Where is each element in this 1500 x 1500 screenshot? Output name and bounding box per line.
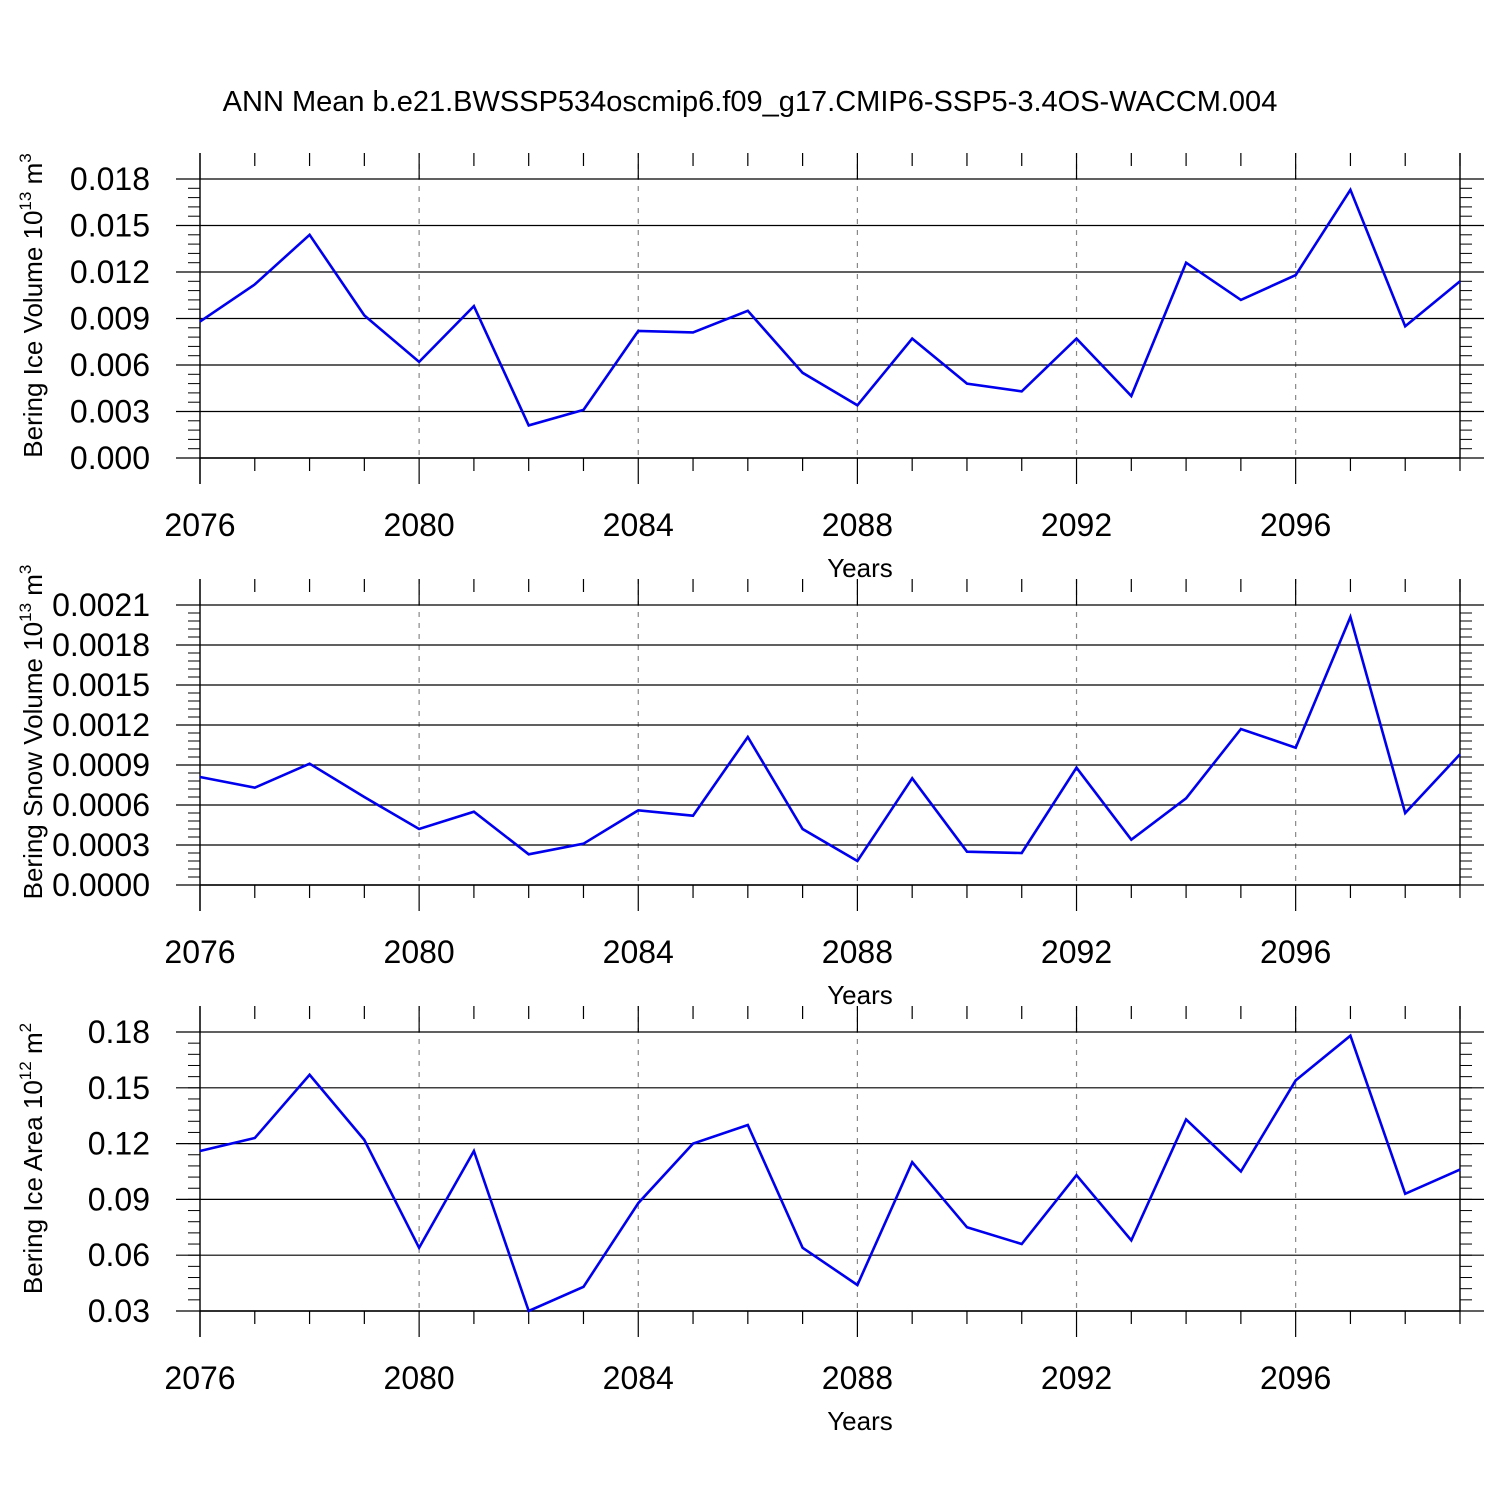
x-tick-label: 2076 — [164, 934, 235, 970]
x-tick-label: 2080 — [384, 934, 455, 970]
y-axis-title: Bering Ice Volume 1013 m3 — [16, 153, 48, 457]
y-axis-title-unit-exponent: 3 — [16, 153, 35, 162]
chart-panel-1: 0.000 0.003 0.006 0.009 0.012 0.015 0.018 2076 2… — [16, 153, 1484, 583]
x-tick-label: 2084 — [603, 507, 674, 543]
x-tick-label: 2092 — [1041, 507, 1112, 543]
y-tick-label: 0.003 — [70, 394, 150, 430]
y-tick-label: 0.0009 — [52, 747, 150, 783]
y-tick-label: 0.06 — [88, 1237, 150, 1273]
y-axis-title-unit: m — [18, 163, 48, 192]
y-axis-title-unit-exponent: 2 — [16, 1023, 35, 1032]
y-tick-label: 0.0003 — [52, 827, 150, 863]
series-line — [199, 186, 1461, 427]
x-tick-label: 2088 — [822, 1360, 893, 1396]
chart-panel-3: 0.03 0.06 0.09 0.12 0.15 0.18 2076 2080 2084 2088… — [16, 1006, 1484, 1436]
y-axis-title-exponent: 13 — [16, 603, 35, 622]
y-tick-label: 0.0021 — [52, 587, 150, 623]
x-tick-label: 2076 — [164, 507, 235, 543]
chart-panel-2: 0.0000 0.0003 0.0006 0.0009 0.0012 0.0015 0.00… — [16, 565, 1484, 1010]
x-axis-title: Years — [827, 980, 893, 1010]
x-tick-label: 2096 — [1260, 507, 1331, 543]
x-tick-label: 2092 — [1041, 934, 1112, 970]
x-axis-title: Years — [827, 553, 893, 583]
y-tick-label: 0.0012 — [52, 707, 150, 743]
y-tick-label: 0.0000 — [52, 867, 150, 903]
y-axis-title: Bering Snow Volume 1013 m3 — [16, 565, 48, 900]
y-tick-label: 0.0006 — [52, 787, 150, 823]
series-line — [199, 1033, 1461, 1313]
x-tick-label: 2080 — [384, 507, 455, 543]
x-tick-label: 2084 — [603, 1360, 674, 1396]
series-line — [199, 613, 1461, 863]
y-tick-label: 0.015 — [70, 208, 150, 244]
y-axis-title: Bering Ice Area 1012 m2 — [16, 1023, 48, 1294]
y-tick-label: 0.000 — [70, 440, 150, 476]
chart-title: ANN Mean b.e21.BWSSP534oscmip6.f09_g17.C… — [222, 86, 1278, 118]
y-axis-title-main: Bering Ice Volume 10 — [18, 211, 48, 458]
y-axis-title-main: Bering Ice Area 10 — [18, 1080, 48, 1294]
y-axis-title-unit-exponent: 3 — [16, 565, 35, 574]
y-axis-title-unit: m — [18, 1032, 48, 1061]
x-tick-label: 2088 — [822, 934, 893, 970]
y-axis-title-main: Bering Snow Volume 10 — [18, 622, 48, 900]
y-axis-title-unit: m — [18, 574, 48, 603]
y-tick-label: 0.006 — [70, 347, 150, 383]
y-tick-label: 0.18 — [88, 1014, 150, 1050]
y-tick-label: 0.0015 — [52, 667, 150, 703]
x-tick-label: 2092 — [1041, 1360, 1112, 1396]
x-tick-label: 2096 — [1260, 934, 1331, 970]
y-axis-title-exponent: 13 — [16, 192, 35, 211]
y-tick-label: 0.15 — [88, 1070, 150, 1106]
y-tick-label: 0.09 — [88, 1181, 150, 1217]
x-tick-label: 2084 — [603, 934, 674, 970]
y-tick-label: 0.0018 — [52, 627, 150, 663]
x-tick-label: 2076 — [164, 1360, 235, 1396]
x-axis-title: Years — [827, 1406, 893, 1436]
y-tick-label: 0.03 — [88, 1293, 150, 1329]
y-tick-label: 0.009 — [70, 301, 150, 337]
x-tick-label: 2096 — [1260, 1360, 1331, 1396]
x-tick-label: 2080 — [384, 1360, 455, 1396]
y-tick-label: 0.12 — [88, 1126, 150, 1162]
y-axis-title-exponent: 12 — [16, 1061, 35, 1080]
y-tick-label: 0.018 — [70, 161, 150, 197]
x-tick-label: 2088 — [822, 507, 893, 543]
y-tick-label: 0.012 — [70, 254, 150, 290]
